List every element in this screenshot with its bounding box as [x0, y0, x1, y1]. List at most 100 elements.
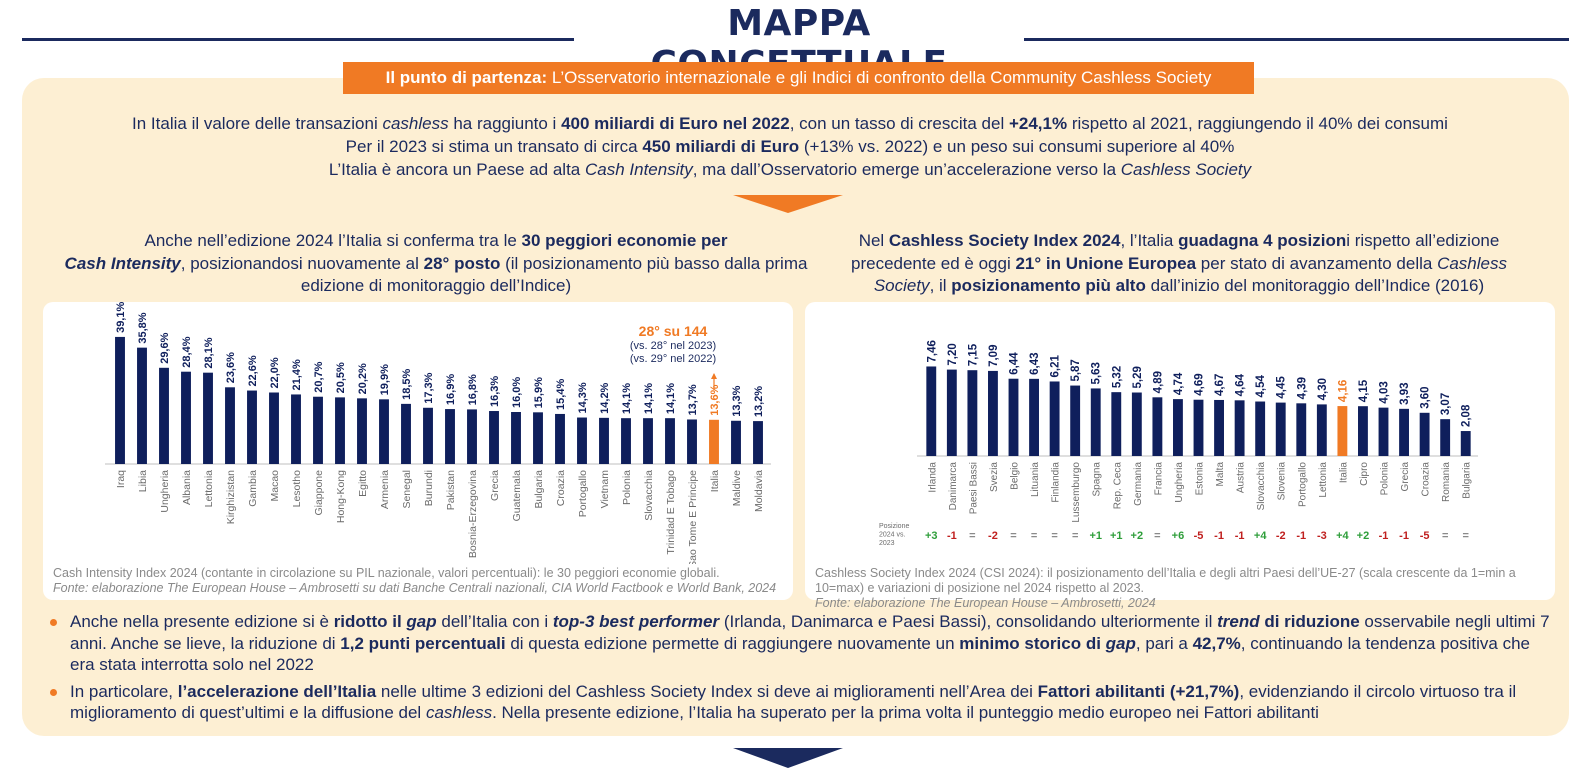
data-label: 39,1% — [115, 302, 127, 333]
title-rule-right — [1024, 38, 1569, 41]
bar — [511, 412, 521, 464]
bar — [445, 409, 455, 464]
b1-k: di questa edizione permette di raggiunge… — [505, 633, 960, 653]
tick-label: Malta — [1215, 462, 1226, 487]
tick-label: Pakistan — [445, 470, 457, 510]
intro-l1-c: ha raggiunto i — [448, 114, 562, 133]
bar — [1358, 406, 1368, 456]
position-change-label: = — [1463, 530, 1469, 542]
b2-e: (+21,7%) — [1165, 681, 1240, 701]
data-label: 35,8% — [137, 312, 149, 343]
lh-c: Cash Intensity — [64, 253, 181, 273]
tick-label: Spagna — [1092, 462, 1103, 497]
data-label: 23,6% — [225, 352, 237, 383]
position-legend-label: Posizione — [879, 523, 909, 530]
intro-l1-e: , con un tasso di crescita del — [789, 114, 1009, 133]
bar — [159, 367, 169, 464]
tick-label: Trinidad E Tobago — [665, 470, 677, 555]
tick-label: Finlandia — [1051, 462, 1062, 503]
intro-l2-c: (+13% vs. 2022) e un peso sui consumi su… — [799, 137, 1235, 156]
data-label: 14,1% — [643, 383, 655, 414]
data-label: 20,2% — [357, 363, 369, 394]
position-change-label: +2 — [1357, 530, 1370, 542]
tick-label: Macao — [269, 470, 281, 502]
bar — [621, 418, 631, 464]
bar — [247, 390, 257, 464]
bar — [1070, 385, 1081, 456]
bar — [1255, 401, 1266, 456]
intro-l3-d: Cashless Society — [1120, 160, 1252, 179]
bar — [1029, 378, 1039, 456]
data-label: 16,0% — [511, 377, 523, 408]
bar — [533, 412, 543, 464]
tick-label: Lituania — [1030, 462, 1041, 497]
bar — [335, 397, 345, 464]
data-label: 4,74 — [1173, 372, 1185, 395]
lh-e: 28° posto — [423, 253, 501, 273]
data-label: 7,15 — [967, 343, 979, 366]
tick-label: Sao Tome E Principe — [687, 470, 699, 564]
right-note-text: Cashless Society Index 2024 (CSI 2024): … — [815, 566, 1516, 595]
data-label: 6,44 — [1009, 352, 1021, 375]
tick-label: Ungheria — [1174, 462, 1185, 503]
data-label: 4,16 — [1337, 380, 1349, 402]
b1-b: ridotto il — [333, 612, 407, 631]
intro-text: In Italia il valore delle transazioni ca… — [40, 112, 1540, 181]
data-label: 22,6% — [247, 355, 259, 386]
data-label: 4,67 — [1214, 374, 1226, 396]
position-change-label: +4 — [1254, 530, 1267, 542]
tick-label: Grecia — [489, 470, 501, 501]
data-label: 3,07 — [1440, 393, 1452, 415]
data-label: 7,09 — [988, 345, 1000, 367]
position-change-label: -1 — [1235, 530, 1245, 542]
data-label: 21,4% — [291, 359, 303, 390]
bar — [225, 387, 235, 464]
bar — [1275, 402, 1286, 456]
bar — [1131, 392, 1142, 456]
data-label: 14,3% — [577, 382, 589, 413]
tick-label: Libia — [137, 470, 149, 492]
cash-intensity-chart: 39,1% Iraq 35,8% Libia 29,6% Ungheria 28,4% Alb… — [105, 302, 771, 564]
position-change-label: -2 — [988, 530, 998, 542]
title-row: MAPPA CONCETTUALE — [0, 0, 1575, 85]
tick-label: Bosnia-Erzegovina — [467, 470, 479, 558]
data-label: 2,08 — [1461, 404, 1473, 427]
bar — [687, 419, 697, 464]
position-change-label: +1 — [1089, 530, 1102, 542]
tick-label: Irlanda — [927, 462, 938, 493]
intro-l1-f: +24,1% — [1008, 114, 1068, 133]
bullet-dot-icon — [50, 688, 57, 696]
b2-h: . Nella presente edizione, l’Italia ha s… — [492, 703, 1319, 722]
tick-label: Egitto — [357, 470, 369, 497]
tick-label: Svezia — [989, 462, 1000, 492]
data-label: 7,46 — [926, 340, 938, 362]
b2-g: cashless — [425, 703, 493, 722]
tick-label: Hong-Kong — [335, 470, 347, 523]
cash-intensity-chart-card: 39,1% Iraq 35,8% Libia 29,6% Ungheria 28,4% Alb… — [43, 302, 793, 600]
rank-callout-sub2: (vs. 29° nel 2022) — [629, 353, 717, 365]
data-label: 4,69 — [1194, 373, 1206, 395]
data-label: 20,7% — [313, 361, 325, 392]
tick-label: Armenia — [379, 470, 391, 509]
data-label: 14,1% — [621, 383, 633, 414]
data-label: 29,6% — [159, 332, 171, 363]
left-chart-note: Cash Intensity Index 2024 (contante in c… — [53, 566, 788, 596]
bar — [379, 399, 389, 464]
data-label: 3,93 — [1399, 382, 1411, 404]
bar — [926, 366, 937, 456]
position-change-label: = — [1442, 530, 1448, 542]
data-label: 22,0% — [269, 357, 281, 388]
data-label: 14,2% — [599, 382, 611, 413]
bar — [467, 409, 477, 464]
bar — [1173, 399, 1183, 456]
bar — [1152, 397, 1163, 456]
bar — [1214, 399, 1224, 456]
b2-f: , evidenziando il circolo virtuoso tra i… — [70, 681, 1517, 723]
bar — [988, 370, 998, 456]
b1-p: , continuando la tendenza positiva che e… — [70, 633, 1531, 675]
b2-d: Fattori abilitanti — [1037, 681, 1166, 701]
arrow-down-icon — [733, 195, 843, 213]
cashless-index-chart-card: 7,46 Irlanda +3 7,20 Danimarca -1 7,15 Paesi Ba… — [805, 302, 1555, 610]
intro-l2-b: 450 miliardi di Euro — [642, 137, 800, 156]
tick-label: Lesotho — [291, 470, 303, 508]
